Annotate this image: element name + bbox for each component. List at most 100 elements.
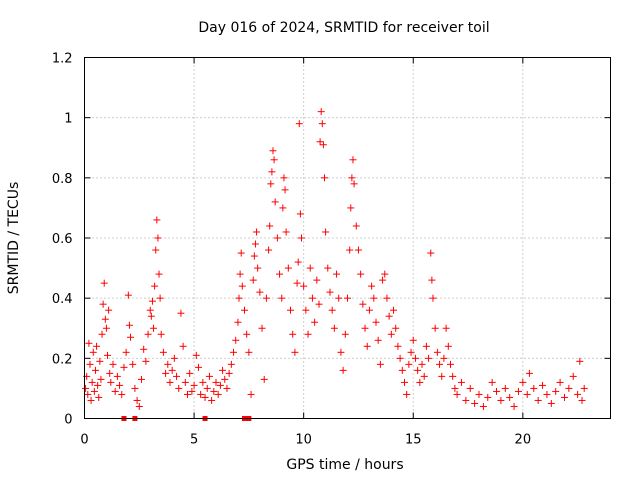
data-point [105,306,113,314]
data-point [436,360,444,368]
data-point [131,384,139,392]
data-point [501,384,509,392]
data-point [457,378,465,386]
data-point [265,246,273,254]
data-point [350,180,358,188]
data-point [433,348,441,356]
data-point [387,330,395,338]
data-point [578,396,586,404]
data-point [162,369,170,377]
data-point [409,336,417,344]
data-point [170,354,178,362]
data-point [574,390,582,398]
x-tick-label: 0 [80,433,88,448]
data-point [379,276,387,284]
data-point [140,345,148,353]
data-point [295,120,303,128]
data-point [471,399,479,407]
data-point [311,318,319,326]
data-point [372,318,380,326]
data-point [135,402,143,410]
data-point [296,210,304,218]
data-point [346,246,354,254]
data-point [319,141,327,149]
data-point [308,294,316,302]
data-point [177,309,185,317]
data-point [510,402,518,410]
data-point [444,342,452,350]
data-point [330,324,338,332]
data-point [151,282,159,290]
data-point [118,390,126,398]
data-point [414,366,422,374]
data-point [234,318,242,326]
data-point [381,270,389,278]
data-point [192,351,200,359]
data-point [273,234,281,242]
data-point [333,270,341,278]
data-point [475,390,483,398]
data-point [318,120,326,128]
y-tick-label: 0.2 [52,352,73,367]
data-point [442,324,450,332]
data-point [97,375,105,383]
data-point [271,198,279,206]
data-point [525,369,533,377]
data-point [344,294,351,302]
data-point [493,387,501,395]
data-point [250,252,258,260]
data-point [425,354,433,362]
data-point [99,300,107,308]
data-point [184,390,192,398]
data-point [422,342,430,350]
data-point [484,393,492,401]
data-point [396,354,404,362]
data-point [154,234,162,242]
data-point [201,393,209,401]
data-point [337,348,345,356]
data-point [291,348,299,356]
data-point [225,369,233,377]
data-point [322,228,330,236]
data-point [302,306,310,314]
data-point [560,393,568,401]
data-point [328,306,336,314]
data-point [89,348,97,356]
data-point [428,276,436,284]
data-point [179,342,187,350]
data-point [96,357,104,365]
data-point [95,393,103,401]
y-axis-label: SRMTID / TECUs [6,182,22,295]
data-points [82,108,588,421]
data-point [451,384,459,392]
data-point [216,381,224,389]
data-point [152,246,160,254]
data-point [129,360,137,368]
data-point [284,264,292,272]
data-point [122,348,130,356]
data-point [104,351,112,359]
data-point [523,390,531,398]
data-point [466,384,474,392]
data-point [133,396,141,404]
data-point [254,264,262,272]
data-point [153,216,161,224]
x-tick-label: 15 [405,433,422,448]
data-point [405,360,413,368]
data-point [124,291,132,299]
data-point [282,228,290,236]
data-point [260,375,268,383]
data-point [164,360,172,368]
data-point [326,288,334,296]
data-point [506,393,514,401]
data-point [349,156,357,164]
data-point [102,324,110,332]
data-point [91,366,99,374]
data-point [175,384,183,392]
data-point [361,324,369,332]
data-point [547,399,555,407]
data-point [315,300,323,308]
data-point [268,168,276,176]
data-point [186,369,194,377]
data-point [181,378,189,386]
